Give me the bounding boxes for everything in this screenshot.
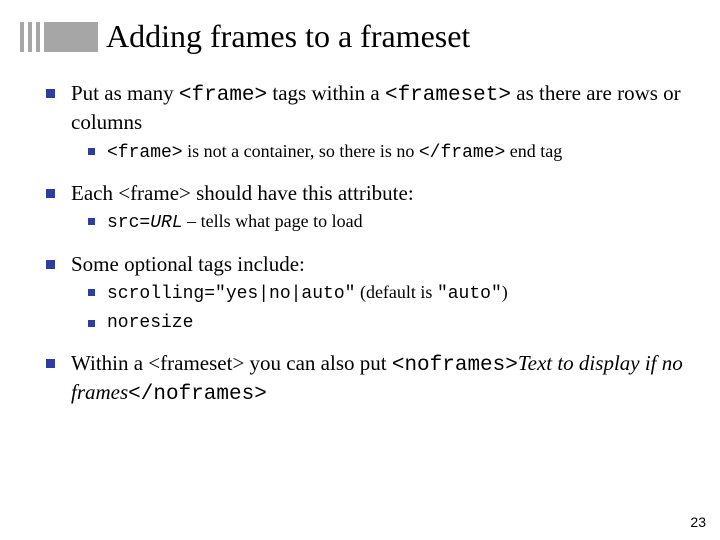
bullet-icon — [88, 320, 95, 327]
code: noresize — [107, 312, 193, 335]
bullet-icon — [88, 218, 95, 225]
bullet-icon — [46, 189, 55, 198]
text: ) — [502, 282, 508, 302]
code: </frame> — [419, 143, 505, 163]
bullet-icon — [46, 260, 55, 269]
code: <frame> — [107, 143, 183, 163]
text: Within a <frameset> you can also put — [71, 351, 392, 375]
text: – tells what page to load — [183, 211, 363, 231]
bullet-icon — [46, 89, 55, 98]
code: src= — [107, 213, 150, 233]
code: <noframes> — [392, 354, 518, 377]
bullet-icon — [46, 359, 55, 368]
slide-content: Put as many <frame> tags within a <frame… — [46, 80, 690, 413]
text: Each <frame> should have this attribute: — [71, 180, 414, 206]
code: </noframes> — [128, 383, 267, 406]
bullet-4: Within a <frameset> you can also put <no… — [46, 350, 690, 409]
text: end tag — [505, 141, 562, 161]
bullet-icon — [88, 289, 95, 296]
code: scrolling="yes|no|auto" — [107, 284, 355, 304]
code: <frameset> — [385, 84, 511, 107]
bullet-icon — [88, 148, 95, 155]
text: (default is — [355, 282, 436, 302]
bullet-1: Put as many <frame> tags within a <frame… — [46, 80, 690, 136]
title-graphic — [20, 22, 98, 52]
text: Put as many — [71, 81, 179, 105]
bullet-3-sub1: scrolling="yes|no|auto" (default is "aut… — [88, 281, 690, 306]
code: "auto" — [437, 284, 502, 304]
code-italic: URL — [150, 213, 182, 233]
slide-title: Adding frames to a frameset — [106, 18, 470, 55]
code: <frame> — [179, 84, 267, 107]
text: is not a container, so there is no — [183, 141, 419, 161]
text: tags within a — [267, 81, 385, 105]
text: Some optional tags include: — [71, 251, 305, 277]
title-bar: Adding frames to a frameset — [20, 18, 470, 55]
bullet-3-sub2: noresize — [88, 312, 690, 335]
bullet-2-sub: src=URL – tells what page to load — [88, 210, 690, 235]
bullet-2: Each <frame> should have this attribute: — [46, 180, 690, 206]
bullet-1-sub: <frame> is not a container, so there is … — [88, 140, 690, 165]
bullet-3: Some optional tags include: — [46, 251, 690, 277]
page-number: 23 — [690, 514, 706, 530]
